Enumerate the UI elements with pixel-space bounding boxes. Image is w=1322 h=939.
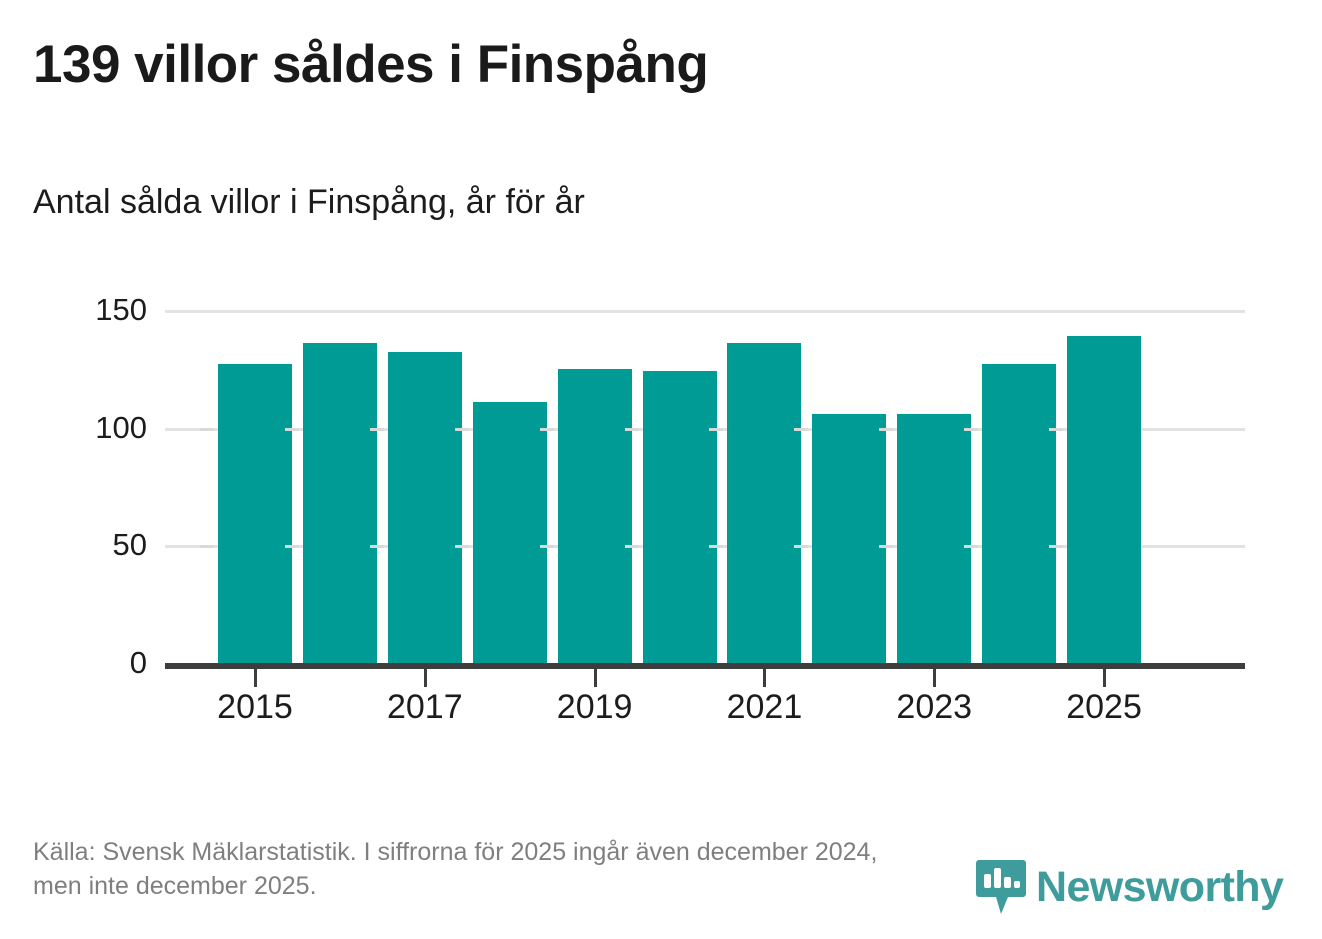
y-tick-label-50: 50 <box>112 527 147 563</box>
source-note-line-1: Källa: Svensk Mäklarstatistik. I siffror… <box>33 838 878 866</box>
source-note: Källa: Svensk Mäklarstatistik. I siffror… <box>33 836 1233 904</box>
minor-tick <box>879 545 894 549</box>
minor-tick <box>964 427 979 431</box>
x-tick-2017 <box>423 669 427 687</box>
x-tick-label-2017: 2017 <box>386 688 463 726</box>
y-tick-label-0: 0 <box>129 645 147 680</box>
minor-tick <box>879 427 894 431</box>
bar-2025 <box>1067 335 1142 663</box>
x-tick-label-2021: 2021 <box>726 688 803 726</box>
chart-subtitle: Antal sålda villor i Finspång, år för år <box>33 183 585 221</box>
minor-tick <box>284 545 299 549</box>
minor-tick <box>200 545 214 549</box>
minor-tick <box>454 545 469 549</box>
minor-tick <box>369 427 384 431</box>
x-tick-2023 <box>933 669 937 687</box>
bar-2019 <box>557 368 632 663</box>
bar-2018 <box>472 401 547 663</box>
bar-2021 <box>727 342 802 663</box>
minor-tick <box>539 427 554 431</box>
bar-2015 <box>218 364 292 663</box>
y-tick-label-100: 100 <box>95 409 147 445</box>
minor-tick <box>284 427 299 431</box>
x-tick-label-2015: 2015 <box>217 688 293 726</box>
page-title: 139 villor såldes i Finspång <box>33 35 709 94</box>
newsworthy-logo: Newsworthy <box>975 858 1284 916</box>
bar-2016 <box>302 342 377 663</box>
bar-2024 <box>982 364 1057 663</box>
minor-tick <box>709 545 724 549</box>
minor-tick <box>709 427 724 431</box>
x-tick-2015 <box>254 669 257 687</box>
minor-tick <box>539 545 554 549</box>
x-tick-label-2025: 2025 <box>1066 688 1142 726</box>
logo-wordmark: Newsworthy <box>1036 862 1284 911</box>
minor-tick <box>1049 545 1064 549</box>
minor-tick <box>624 427 639 431</box>
minor-tick <box>369 545 384 549</box>
minor-tick <box>794 545 809 549</box>
minor-tick <box>200 427 214 431</box>
minor-tick <box>794 427 809 431</box>
minor-tick <box>454 427 469 431</box>
bar-2020 <box>642 371 717 663</box>
minor-tick <box>1049 427 1064 431</box>
bar-2023 <box>897 413 972 663</box>
x-axis-line <box>165 663 1245 669</box>
bar-series <box>165 300 1245 663</box>
source-note-line-2: men inte december 2025. <box>33 871 317 900</box>
bar-2017 <box>387 352 462 663</box>
speech-bubble-bar-chart-icon <box>976 860 1026 914</box>
x-tick-label-2023: 2023 <box>896 688 973 726</box>
x-tick-2019 <box>593 669 597 687</box>
x-tick-label-2019: 2019 <box>556 688 633 726</box>
gridline-150 <box>165 310 1245 313</box>
minor-tick <box>964 545 979 549</box>
x-tick-2021 <box>763 669 767 687</box>
minor-tick <box>624 545 639 549</box>
y-tick-label-150: 150 <box>95 292 147 327</box>
bar-2022 <box>812 413 887 663</box>
x-tick-2025 <box>1103 669 1107 687</box>
